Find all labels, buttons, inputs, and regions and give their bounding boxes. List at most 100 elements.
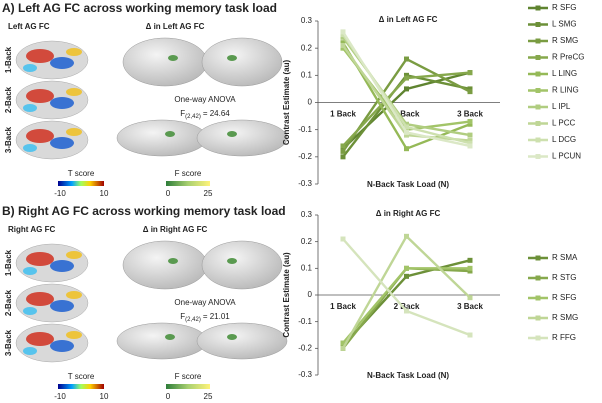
- t-colorbar: [58, 384, 104, 389]
- point: [467, 89, 473, 95]
- y-axis-label: Contrast Estimate (au): [282, 252, 291, 338]
- t-label: T score: [68, 372, 95, 381]
- blob: [66, 88, 82, 96]
- blob: [66, 128, 82, 136]
- legend-label: R SMA: [552, 253, 578, 262]
- stat: F: [180, 312, 185, 321]
- point: [404, 308, 409, 314]
- anova-stat: F(2,42) = 24.64: [180, 109, 230, 119]
- blob: [26, 292, 54, 306]
- panel: B) Right AG FC across working memory tas…: [2, 204, 288, 401]
- point: [404, 72, 409, 78]
- legend-label: L IPL: [552, 102, 571, 111]
- f-label: F score: [175, 372, 202, 381]
- brain-surface: [122, 37, 208, 87]
- f-blob: [227, 258, 237, 264]
- legend-marker: [535, 38, 541, 44]
- legend-label: L LING: [552, 69, 577, 78]
- series-line: [342, 36, 471, 137]
- point: [340, 236, 346, 242]
- legend-label: R FFG: [552, 333, 576, 342]
- y-tick-label: -0.3: [298, 179, 312, 188]
- brain-surface: [201, 37, 283, 87]
- point: [467, 265, 473, 271]
- legend-label: R SMG: [552, 313, 578, 322]
- f-blob: [227, 55, 237, 61]
- stat: F: [180, 109, 185, 118]
- legend-label: R LING: [552, 86, 579, 95]
- point: [340, 40, 346, 46]
- t-max: 10: [100, 189, 109, 198]
- f-blob: [227, 334, 237, 340]
- point: [467, 140, 473, 146]
- x-tick-label: 3 Back: [457, 110, 483, 119]
- stat-value: = 24.64: [203, 109, 230, 118]
- row-label: 2-Back: [4, 86, 13, 113]
- legend-marker: [535, 154, 541, 159]
- blob: [23, 347, 37, 355]
- y-tick-label: 0.1: [301, 263, 313, 272]
- point: [467, 70, 473, 76]
- point: [404, 124, 409, 130]
- point: [467, 121, 473, 127]
- point: [467, 332, 473, 338]
- blob: [23, 307, 37, 315]
- legend-marker: [535, 22, 541, 27]
- legend-label: R PreCG: [552, 53, 584, 62]
- blob: [66, 48, 82, 56]
- y-tick-label: 0.1: [301, 70, 313, 79]
- brain-surface: [196, 322, 288, 360]
- blob: [50, 137, 74, 149]
- blob: [23, 64, 37, 72]
- legend-label: R STG: [552, 273, 576, 282]
- row-label: 3-Back: [4, 126, 13, 153]
- series-line: [341, 234, 471, 349]
- y-tick-label: 0.2: [301, 237, 313, 246]
- point: [404, 273, 409, 279]
- point: [340, 143, 346, 149]
- chart-title: Δ in Right AG FC: [376, 209, 441, 218]
- point: [467, 138, 473, 144]
- y-tick-label: 0.3: [301, 210, 313, 219]
- t-colorbar: [58, 181, 104, 186]
- brain-surface: [116, 119, 208, 157]
- blob: [66, 291, 82, 299]
- blob: [23, 267, 37, 275]
- legend-label: R SMG: [552, 36, 578, 45]
- line-chart: -0.3 -0.2 -0.1 0 0.1 0.2 0.3 1 Back 2 Back 3 Back…: [282, 3, 584, 189]
- point: [467, 295, 473, 301]
- legend-label: L PCC: [552, 119, 575, 128]
- blob: [50, 260, 74, 272]
- x-axis-label: N-Back Task Load (N): [367, 371, 449, 380]
- f-colorbar: [166, 384, 210, 389]
- f-blob: [165, 131, 175, 137]
- point: [467, 119, 473, 125]
- f-blob: [168, 55, 178, 61]
- t-min: -10: [54, 189, 66, 198]
- legend-marker: [535, 104, 541, 110]
- blob: [66, 331, 82, 339]
- legend-label: R SFG: [552, 3, 576, 12]
- legend-marker: [535, 55, 541, 60]
- point: [404, 127, 409, 133]
- brain-surface: [116, 322, 208, 360]
- anova-label: One-way ANOVA: [174, 95, 236, 104]
- point: [467, 257, 473, 263]
- point: [340, 45, 346, 51]
- legend-marker: [535, 5, 541, 11]
- t-label: T score: [68, 169, 95, 178]
- row-label: 2-Back: [4, 289, 13, 316]
- blob: [66, 251, 82, 259]
- legend-label: L PCUN: [552, 152, 581, 161]
- f-min: 0: [166, 189, 171, 198]
- legend-marker: [535, 71, 541, 77]
- brain-surface: [122, 240, 208, 290]
- delta-title: Δ in Left AG FC: [146, 22, 205, 31]
- blob: [26, 332, 54, 346]
- blob: [23, 104, 37, 112]
- f-blob: [168, 258, 178, 264]
- panel-title: A) Left AG FC across working memory task…: [2, 1, 277, 15]
- point: [340, 34, 346, 40]
- point: [404, 86, 409, 92]
